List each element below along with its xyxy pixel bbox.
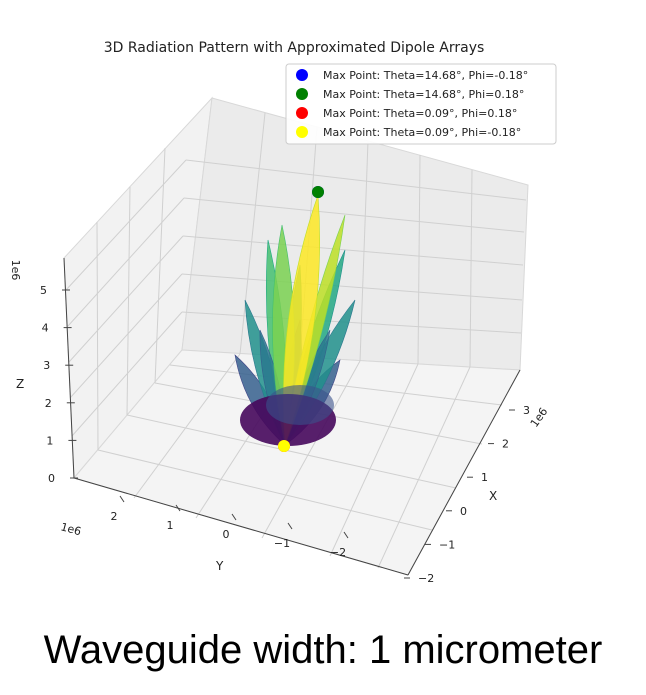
y-tick-label: 2 [111,510,118,523]
y-axis-label: Y [215,559,224,573]
legend-entry: Max Point: Theta=0.09°, Phi=-0.18° [323,126,521,139]
max-point-marker [312,186,324,198]
legend-entry: Max Point: Theta=14.68°, Phi=0.18° [323,88,524,101]
caption: Waveguide width: 1 micrometer [43,628,603,672]
y-offset-label: 1e6 [59,520,82,538]
y-tick-label: 0 [223,528,230,541]
max-point-markers [278,186,324,452]
z-tick-label: 5 [40,284,47,297]
z-axis-ticks: 0 1 2 3 4 5 [40,284,78,485]
z-offset-label: 1e6 [9,260,22,281]
radiation-surface [234,194,356,446]
x-tick-label: 2 [502,438,509,451]
z-tick-label: 2 [45,397,52,410]
max-point-marker [278,440,290,452]
radiation-pattern-plot: 3D Radiation Pattern with Approximated D… [9,40,557,585]
x-tick-label: 0 [460,505,467,518]
z-tick-label: 0 [48,472,55,485]
surface-base-inner [266,385,334,425]
x-tick-label: 3 [523,404,530,417]
axis-edges [63,257,521,576]
z-tick-label: 1 [46,434,53,447]
chart-title: 3D Radiation Pattern with Approximated D… [104,40,485,56]
legend-marker [296,88,308,100]
y-tick-mark [175,504,181,512]
y-tick-label: 1 [167,519,174,532]
legend-entry: Max Point: Theta=14.68°, Phi=-0.18° [323,69,528,82]
legend-marker [296,69,308,81]
y-tick-label: −1 [274,537,290,550]
y-tick-label: −2 [330,546,346,559]
y-tick-mark [343,531,349,539]
x-tick-label: −1 [439,538,455,551]
y-tick-mark [287,522,293,530]
x-tick-label: 1 [481,471,488,484]
legend-frame [285,63,557,145]
z-tick-label: 4 [42,322,49,335]
z-tick-label: 3 [43,359,50,372]
x-tick-label: −2 [418,572,434,585]
y-tick-mark [119,495,125,503]
x-offset-label: 1e6 [528,405,551,429]
x-axis-ticks: −2 −1 0 1 2 3 [404,404,530,585]
legend-marker [296,107,308,119]
legend-marker [296,126,308,138]
y-tick-mark [231,513,237,521]
grid-lines [65,112,527,569]
y-axis-ticks: 2 1 0 −1 −2 [111,495,349,559]
legend: Max Point: Theta=14.68°, Phi=-0.18° Max P… [285,63,557,145]
x-axis-label: X [489,489,497,503]
legend-entry: Max Point: Theta=0.09°, Phi=0.18° [323,107,517,120]
z-axis-label: Z [16,377,24,391]
